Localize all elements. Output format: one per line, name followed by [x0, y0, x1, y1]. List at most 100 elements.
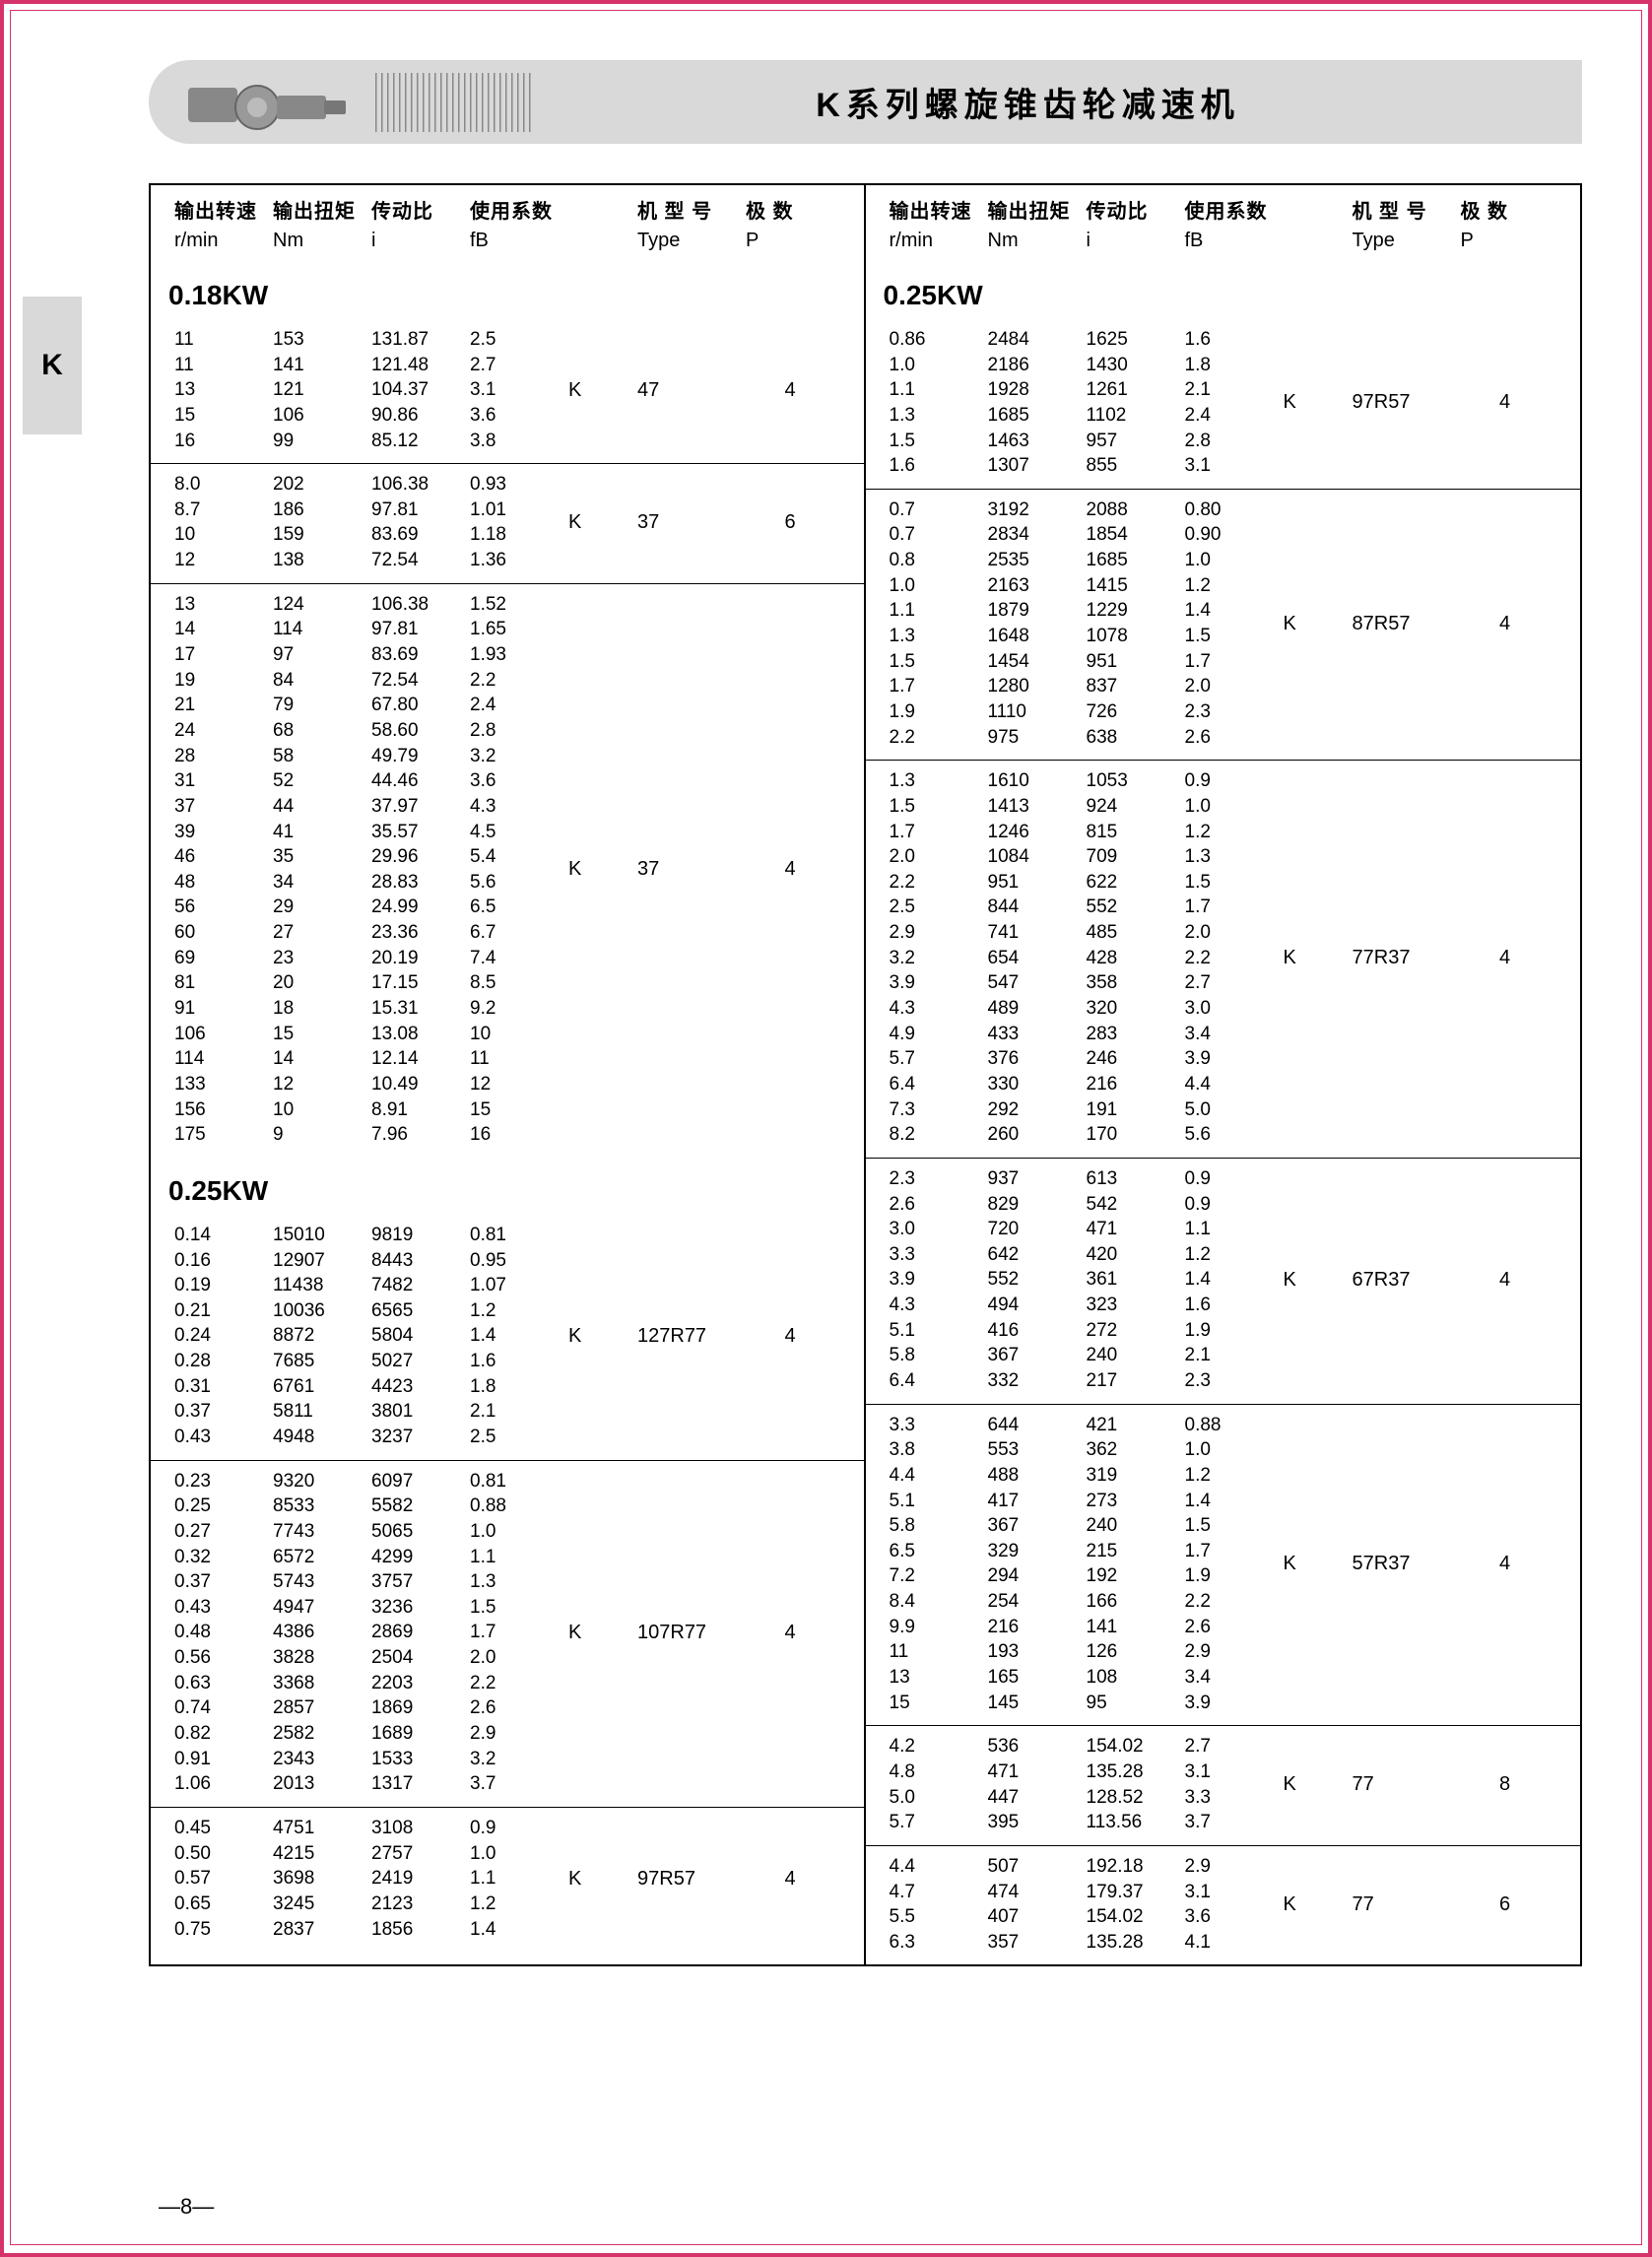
- table-header-row-2: r/min Nm i fB Type P: [151, 230, 864, 262]
- col-fb: 0.881.01.21.41.51.71.92.22.62.93.43.9: [1185, 1413, 1284, 1716]
- col-nm: 536471447395: [988, 1734, 1087, 1835]
- col-ratio: 613542471420361323272240217: [1087, 1166, 1185, 1394]
- col-nm: 937829720642552494416367332: [988, 1166, 1087, 1394]
- type-prefix: K: [568, 472, 637, 573]
- type-prefix: K: [568, 1223, 637, 1450]
- col-fb: 0.91.01.11.21.4: [470, 1816, 568, 1942]
- spec-group: 3.33.84.45.15.86.57.28.49.9111315 644553…: [866, 1404, 1581, 1726]
- col-ratio: 192.18179.37154.02135.28: [1087, 1854, 1185, 1956]
- spec-group: 1.31.51.72.02.22.52.93.23.94.34.95.76.47…: [866, 760, 1581, 1158]
- spec-group: 0.70.70.81.01.11.31.51.71.92.2 319228342…: [866, 489, 1581, 760]
- poles: 4: [1461, 327, 1550, 479]
- col-rpm: 0.70.70.81.01.11.31.51.71.92.2: [890, 498, 988, 750]
- section-title: 0.18KW: [151, 262, 864, 319]
- col-ratio: 42136231927324021519216614112610895: [1087, 1413, 1185, 1716]
- col-nm: 644553488417367329294254216193165145: [988, 1413, 1087, 1716]
- gearbox-image: [168, 65, 365, 140]
- poles: 4: [746, 592, 834, 1148]
- col-rpm: 0.861.01.11.31.51.6: [890, 327, 988, 479]
- col-ratio: 1625143012611102957855: [1087, 327, 1185, 479]
- col-nm: 1501012907114381003688727685676158114948: [273, 1223, 371, 1450]
- poles: 8: [1461, 1734, 1550, 1835]
- header-p: P: [746, 230, 834, 252]
- header-rpm: r/min: [174, 230, 273, 252]
- col-nm: 15314112110699: [273, 327, 371, 453]
- poles: 4: [1461, 498, 1550, 750]
- col-nm: 1610141312461084951844741654547489433376…: [988, 768, 1087, 1148]
- col-rpm: 3.33.84.45.15.86.57.28.49.9111315: [890, 1413, 988, 1716]
- col-rpm: 2.32.63.03.33.94.35.15.86.4: [890, 1166, 988, 1394]
- spec-group: 0.140.160.190.210.240.280.310.370.43 150…: [151, 1215, 864, 1460]
- col-ratio: 6097558250654299375732362869250422031869…: [371, 1469, 470, 1797]
- header-fb: fB: [470, 230, 568, 252]
- col-ratio: 31082757241921231856: [371, 1816, 470, 1942]
- table-header-row: 输出转速 输出扭矩 传动比 使用系数 机 型 号 极 数: [866, 185, 1581, 230]
- spec-group: 1111131516 15314112110699 131.87121.4810…: [151, 319, 864, 463]
- type-prefix: K: [568, 1816, 637, 1942]
- col-fb: 2.93.13.64.1: [1185, 1854, 1284, 1956]
- col-nm: 319228342535216318791648145412801110975: [988, 498, 1087, 750]
- col-rpm: 1.31.51.72.02.22.52.93.23.94.34.95.76.47…: [890, 768, 988, 1148]
- col-rpm: 1111131516: [174, 327, 273, 453]
- table-header-row: 输出转速 输出扭矩 传动比 使用系数 机 型 号 极 数: [151, 185, 864, 230]
- col-rpm: 4.24.85.05.7: [890, 1734, 988, 1835]
- type-code: 47: [637, 327, 746, 453]
- header-output-torque: 输出扭矩: [988, 195, 1087, 224]
- poles: 4: [746, 1469, 834, 1797]
- type-code: 77R37: [1353, 768, 1461, 1148]
- col-fb: 1.521.651.932.22.42.83.23.64.34.55.45.66…: [470, 592, 568, 1148]
- header-output-speed: 输出转速: [890, 195, 988, 224]
- poles: 4: [1461, 1413, 1550, 1716]
- col-fb: 1.61.82.12.42.83.1: [1185, 327, 1284, 479]
- col-fb: 0.91.01.21.31.51.72.02.22.73.03.43.94.45…: [1185, 768, 1284, 1148]
- header-output-torque: 输出扭矩: [273, 195, 371, 224]
- page-border: K K系列螺旋锥齿轮减速机 输出转速 输出扭矩 传动比 使用系数 机 型 号 极…: [0, 0, 1652, 2257]
- header-service-factor: 使用系数: [470, 195, 568, 224]
- col-nm: 47514215369832452837: [273, 1816, 371, 1942]
- poles: 4: [1461, 1166, 1550, 1394]
- header-ratio: 传动比: [1087, 195, 1185, 224]
- spec-group: 8.08.71012 202186159138 106.3897.8183.69…: [151, 463, 864, 583]
- type-prefix: K: [1284, 1413, 1353, 1716]
- type-code: 127R77: [637, 1223, 746, 1450]
- col-nm: 248421861928168514631307: [988, 327, 1087, 479]
- type-code: 57R37: [1353, 1413, 1461, 1716]
- spec-group: 4.44.75.56.3 507474407357 192.18179.3715…: [866, 1845, 1581, 1965]
- type-prefix: K: [568, 592, 637, 1148]
- col-rpm: 0.230.250.270.320.370.430.480.560.630.74…: [174, 1469, 273, 1797]
- type-prefix: K: [568, 327, 637, 453]
- header-i: i: [1087, 230, 1185, 252]
- poles: 6: [1461, 1854, 1550, 1956]
- header-i: i: [371, 230, 470, 252]
- header-nm: Nm: [988, 230, 1087, 252]
- section-title: 0.25KW: [866, 262, 1581, 319]
- col-rpm: 0.140.160.190.210.240.280.310.370.43: [174, 1223, 273, 1450]
- col-ratio: 154.02135.28128.52113.56: [1087, 1734, 1185, 1835]
- type-prefix: K: [1284, 1166, 1353, 1394]
- header-rpm: r/min: [890, 230, 988, 252]
- type-prefix: K: [1284, 498, 1353, 750]
- type-code: 97R57: [1353, 327, 1461, 479]
- spec-group: 4.24.85.05.7 536471447395 154.02135.2812…: [866, 1725, 1581, 1845]
- spec-group: 0.861.01.11.31.51.6 24842186192816851463…: [866, 319, 1581, 489]
- col-fb: 0.810.951.071.21.41.61.82.12.5: [470, 1223, 568, 1450]
- col-nm: 507474407357: [988, 1854, 1087, 1956]
- type-code: 37: [637, 592, 746, 1148]
- type-code: 67R37: [1353, 1166, 1461, 1394]
- header-poles: 极 数: [746, 195, 834, 224]
- left-column: 输出转速 输出扭矩 传动比 使用系数 机 型 号 极 数 r/min Nm i …: [151, 185, 866, 1964]
- spec-group: 0.450.500.570.650.75 4751421536983245283…: [151, 1807, 864, 1952]
- col-ratio: 106.3897.8183.6972.54: [371, 472, 470, 573]
- type-code: 87R57: [1353, 498, 1461, 750]
- spec-group: 0.230.250.270.320.370.430.480.560.630.74…: [151, 1460, 864, 1807]
- header-service-factor: 使用系数: [1185, 195, 1284, 224]
- header-nm: Nm: [273, 230, 371, 252]
- side-tab: K: [23, 297, 82, 434]
- col-ratio: 131.87121.48104.3790.8685.12: [371, 327, 470, 453]
- title-bar: K系列螺旋锥齿轮减速机: [149, 60, 1582, 144]
- spec-group: 2.32.63.03.33.94.35.15.86.4 937829720642…: [866, 1158, 1581, 1404]
- type-prefix: K: [568, 1469, 637, 1797]
- decorative-lines: [375, 73, 533, 132]
- col-fb: 0.810.881.01.11.31.51.72.02.22.62.93.23.…: [470, 1469, 568, 1797]
- col-ratio: 981984437482656558045027442338013237: [371, 1223, 470, 1450]
